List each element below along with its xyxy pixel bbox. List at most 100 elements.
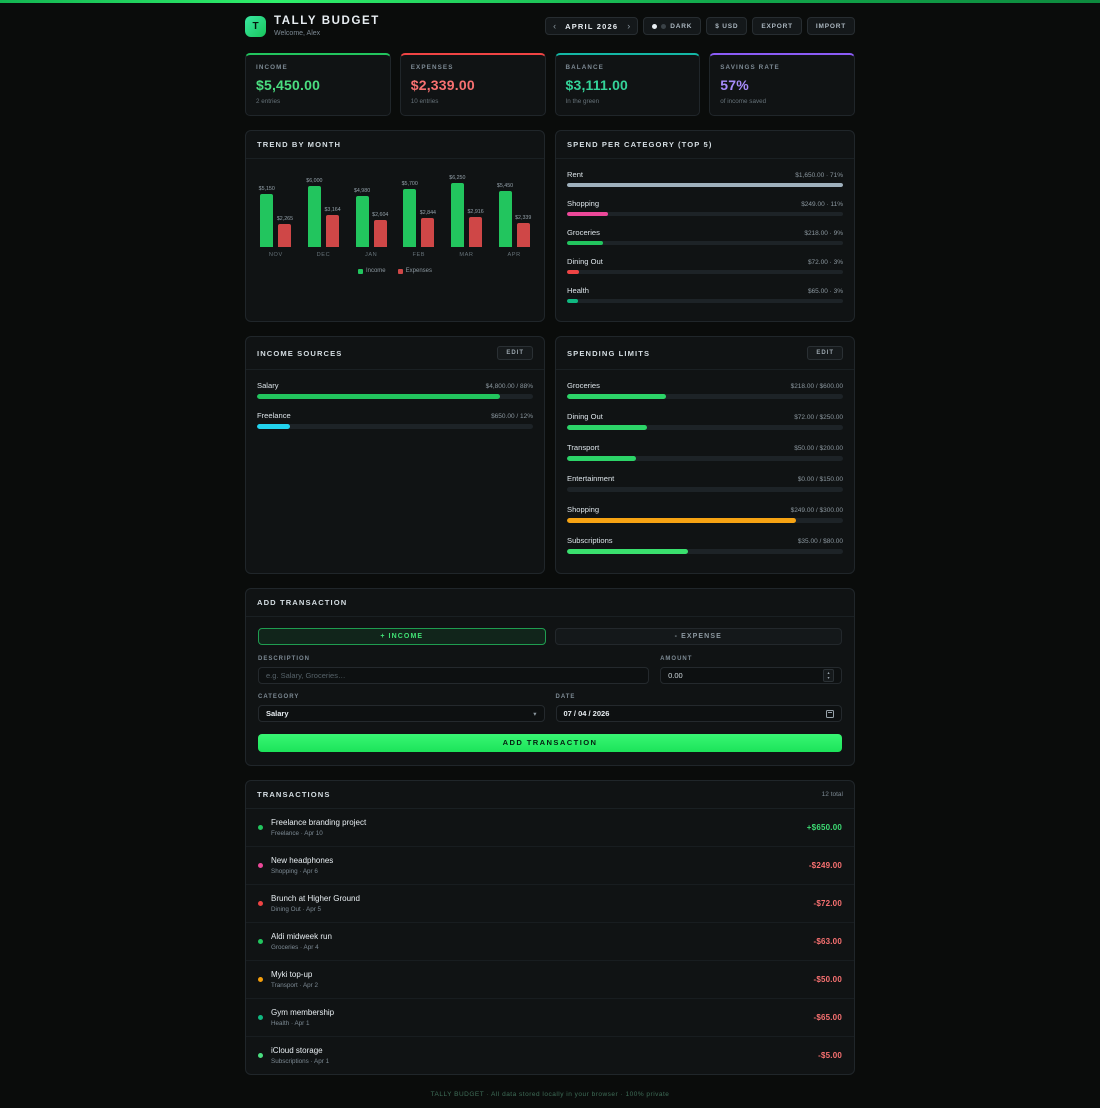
chart-bar-group: $5,700 $2,844 FEB	[402, 181, 436, 258]
description-field	[258, 667, 650, 684]
category-dot-icon	[258, 862, 263, 868]
chart-bar-group: $6,000 $3,164 DEC	[306, 178, 340, 258]
transaction-amount: -$63.00	[813, 936, 842, 946]
transaction-title: iCloud storage	[271, 1045, 323, 1055]
bar-value-label: $6,000	[306, 178, 323, 184]
progress-track	[257, 394, 533, 399]
bar-row: Groceries $218.00 / $600.00	[567, 381, 843, 399]
income-sources-list: Salary $4,800.00 / 88% Freelance $650.00 / …	[246, 370, 544, 447]
summary-card-value: $3,111.00	[565, 77, 629, 93]
add-transaction-card: ADD TRANSACTION + INCOME - EXPENSE DESCR…	[245, 588, 855, 766]
brand: T TALLY BUDGET Welcome, Alex	[245, 15, 380, 37]
legend-label: Income	[365, 268, 386, 274]
chart-bar-group: $5,150 $2,265 NOV	[259, 186, 293, 258]
axis-month-label: DEC	[316, 252, 331, 258]
transaction-title: Gym membership	[271, 1007, 335, 1017]
bar-row-detail: $218.00 / $600.00	[790, 383, 843, 390]
transaction-row: New headphones Shopping · Apr 6 -$249.00	[246, 845, 854, 884]
bar-row-detail: $72.00 / $250.00	[794, 414, 843, 421]
chart-bar-group: $4,980 $2,604 JAN	[354, 188, 388, 258]
bar-row-detail: $650.00 / 12%	[491, 413, 533, 420]
bar-row-detail: $35.00 / $80.00	[797, 538, 843, 545]
chart-bar-group: $5,450 $2,339 APR	[497, 183, 531, 258]
transaction-row: Brunch at Higher Ground Dining Out · Apr …	[246, 883, 854, 922]
amount-input[interactable]	[668, 671, 823, 680]
bar-row-name: Groceries	[567, 381, 600, 390]
transactions-card: TRANSACTIONS 12 total Freelance branding…	[245, 779, 855, 1075]
bar-row: Groceries $218.00 · 9%	[567, 228, 843, 245]
export-button[interactable]: EXPORT	[752, 17, 802, 35]
chart-bar	[403, 189, 417, 247]
bar-row-name: Dining Out	[567, 412, 603, 421]
bar-row-name: Dining Out	[567, 257, 603, 266]
transaction-amount: -$72.00	[813, 898, 842, 908]
month-navigator: ‹ APRIL 2026 ›	[545, 17, 639, 35]
currency-selector[interactable]: $ USD	[706, 17, 748, 35]
transaction-amount: -$65.00	[813, 1012, 842, 1022]
bar-row-name: Salary	[257, 381, 279, 390]
bar-row-detail: $65.00 · 3%	[807, 288, 843, 295]
transaction-title: New headphones	[271, 855, 334, 865]
legend-label: Expenses	[405, 268, 433, 274]
next-month-button[interactable]: ›	[627, 20, 631, 31]
chart-bar	[498, 191, 512, 247]
progress-fill	[257, 424, 291, 429]
theme-dot-on-icon	[652, 23, 658, 29]
bar-row: Freelance $650.00 / 12%	[257, 411, 533, 429]
chart-bar-group: $6,250 $2,916 MAR	[449, 175, 483, 258]
bar-value-label: $2,339	[515, 215, 532, 221]
bar-row-detail: $249.00 / $300.00	[790, 507, 843, 514]
transaction-row: iCloud storage Subscriptions · Apr 1 -$5.0…	[246, 1035, 854, 1074]
transaction-meta: Subscriptions · Apr 1	[271, 1057, 330, 1065]
progress-track	[567, 425, 843, 430]
amount-stepper[interactable]: ▲ ▼	[823, 669, 834, 682]
bar-row-detail: $1,650.00 · 71%	[795, 172, 843, 179]
date-label: DATE	[555, 694, 576, 700]
tab-income[interactable]: + INCOME	[258, 628, 546, 645]
chart-bar	[421, 218, 435, 247]
income-sources-title: INCOME SOURCES	[257, 348, 343, 358]
transaction-meta: Health · Apr 1	[271, 1019, 310, 1027]
chart-legend: Income Expenses	[246, 258, 544, 285]
spend-category-list: Rent $1,650.00 · 71% Shopping $249.00 · 11%…	[556, 159, 854, 321]
bar-row-name: Entertainment	[567, 474, 615, 483]
transaction-amount: -$5.00	[818, 1050, 842, 1060]
category-dot-icon	[258, 824, 263, 830]
category-select[interactable]: Salary ▾	[258, 705, 545, 722]
trend-bar-chart: $5,150 $2,265 NOV $6,000 $3,164 DEC $4,980 $2,6…	[246, 159, 544, 258]
chart-bar	[373, 220, 387, 247]
bar-row-name: Rent	[567, 170, 584, 179]
progress-fill	[567, 299, 579, 303]
add-transaction-button[interactable]: ADD TRANSACTION	[258, 733, 842, 752]
summary-card: SAVINGS RATE 57% of income saved	[709, 53, 855, 116]
tab-expense[interactable]: - EXPENSE	[554, 628, 842, 645]
date-input[interactable]: 07 / 04 / 2026	[555, 705, 842, 722]
edit-income-sources-button[interactable]: EDIT	[497, 346, 533, 360]
bar-row-name: Groceries	[567, 228, 600, 237]
progress-fill	[567, 518, 797, 523]
transaction-title: Aldi midweek run	[271, 931, 332, 941]
summary-card-sub: 2 entries	[256, 98, 281, 105]
progress-track	[567, 518, 843, 523]
bar-row-name: Freelance	[257, 411, 291, 420]
bar-row-detail: $72.00 · 3%	[807, 259, 843, 266]
spending-limits-list: Groceries $218.00 / $600.00 Dining Out $72.…	[556, 370, 854, 573]
import-button[interactable]: IMPORT	[806, 17, 855, 35]
footer-note: TALLY BUDGET · All data stored locally i…	[430, 1090, 670, 1098]
chevron-down-icon: ▾	[533, 710, 537, 718]
chart-bar	[516, 223, 530, 247]
legend-swatch-icon	[357, 268, 363, 274]
bar-value-label: $2,265	[276, 216, 294, 222]
theme-toggle[interactable]: DARK	[643, 17, 702, 35]
prev-month-button[interactable]: ‹	[553, 20, 557, 31]
description-input[interactable]	[266, 671, 642, 680]
category-label: CATEGORY	[258, 694, 300, 700]
transaction-row: Aldi midweek run Groceries · Apr 4 -$63.00	[246, 921, 854, 960]
trend-card-title: TREND BY MONTH	[257, 140, 342, 149]
progress-track	[567, 241, 843, 245]
welcome-text: Welcome, Alex	[274, 30, 321, 37]
edit-spending-limits-button[interactable]: EDIT	[807, 346, 843, 360]
bar-row: Shopping $249.00 / $300.00	[567, 505, 843, 523]
summary-card-label: SAVINGS RATE	[720, 64, 780, 71]
summary-card: EXPENSES $2,339.00 10 entries	[399, 53, 546, 116]
